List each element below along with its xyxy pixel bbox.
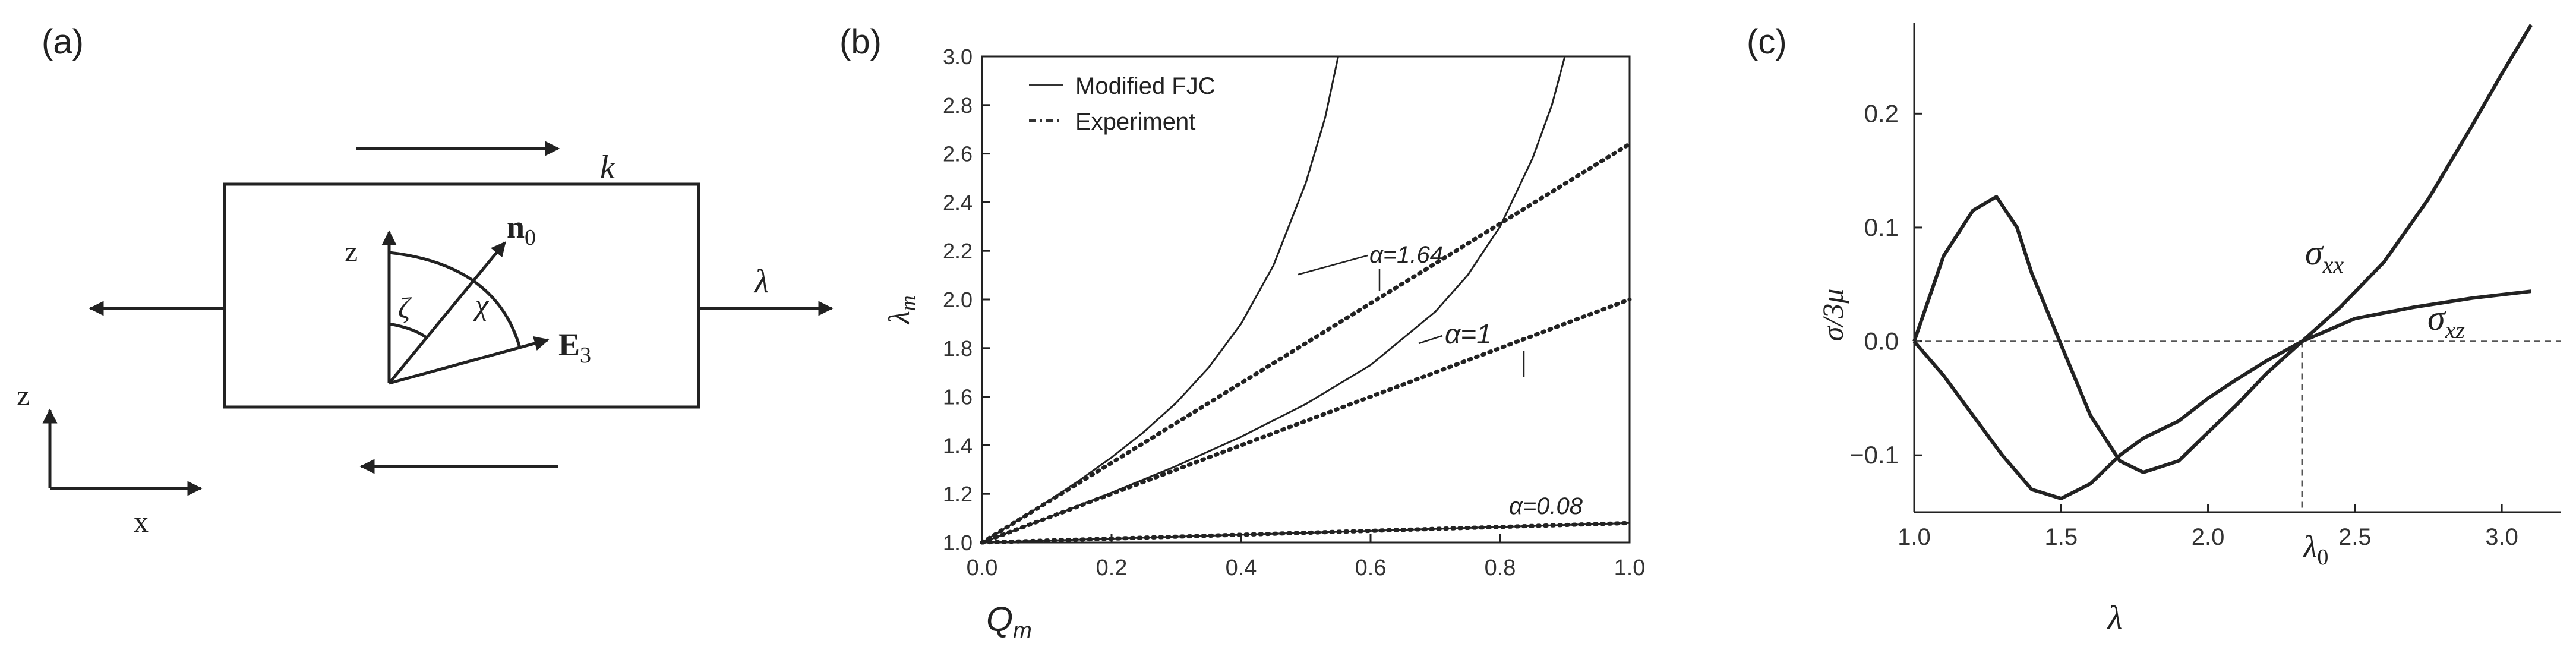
series-line-0 [981, 56, 1339, 544]
plot-b-xlabel: Qm [986, 600, 1032, 643]
lambda0-label: λ0 [2302, 529, 2328, 570]
series-line-xz [1912, 195, 2531, 474]
y-tick-label: 2.4 [943, 190, 973, 214]
series-line-1 [981, 56, 1566, 544]
annotation-pointer-1-64a [1298, 254, 1368, 276]
y-tick-label: 1.4 [943, 433, 973, 458]
k-label: k [600, 149, 615, 186]
series-line-3 [980, 141, 1632, 545]
annotation-alpha-0-08: α=0.08 [1509, 493, 1583, 519]
x-tick-label: 1.5 [2044, 524, 2078, 550]
x-tick-label: 2.5 [2338, 524, 2372, 550]
y-tick-label: 1.8 [943, 336, 973, 361]
x-tick-label: 3.0 [2485, 524, 2518, 550]
legend-item-modified-fjc: Modified FJC [1075, 73, 1216, 99]
x-tick-label: 0.4 [1226, 556, 1257, 581]
global-x-label: x [134, 505, 149, 538]
x-tick-label: 0.2 [1096, 556, 1128, 581]
E3-vector [389, 336, 550, 385]
zeta-arc [389, 322, 429, 340]
y-tick-label: 2.0 [943, 288, 973, 312]
n0-vector [388, 241, 506, 384]
panel-a-label: (a) [42, 23, 84, 61]
y-tick-label: 3.0 [943, 45, 973, 69]
y-tick-label: 0.0 [1864, 327, 1899, 355]
y-tick-label: 1.0 [943, 531, 973, 555]
y-tick-label: 0.1 [1864, 213, 1899, 241]
x-tick-label: 1.0 [1898, 524, 1931, 550]
plot-b-ylabel: λm [882, 295, 920, 325]
panel-a: (a) k λ z n0 E3 ζ χ z x [17, 23, 834, 538]
plot-c-guides [1914, 340, 2561, 512]
plot-b-series [980, 56, 1632, 545]
y-tick-label: 1.2 [943, 482, 973, 506]
y-tick-label: 2.2 [943, 239, 973, 263]
E3-label: E3 [558, 327, 591, 368]
chi-label: χ [473, 288, 490, 321]
panel-b: (b) 0.0 0.2 0.4 0.6 0.8 1.0 1.0 1.2 1.4 1.6 1.8 2.0… [839, 23, 1645, 643]
plot-c-xlabel: λ [2107, 600, 2122, 636]
plot-c-ylabel: σ/3μ [1816, 289, 1849, 342]
n0-label: n0 [507, 209, 536, 250]
plot-c-series [1912, 24, 2533, 500]
x-tick-label: 1.0 [1614, 556, 1646, 581]
plot-b-legend: Modified FJC Experiment [1029, 73, 1216, 135]
panel-b-label: (b) [839, 23, 882, 61]
legend-item-experiment: Experiment [1075, 109, 1195, 135]
x-tick-label: 0.0 [967, 556, 998, 581]
x-tick-label: 0.6 [1355, 556, 1387, 581]
annotation-alpha-1: α=1 [1445, 318, 1492, 349]
zeta-label: ζ [398, 291, 412, 324]
y-tick-label: 2.8 [943, 93, 973, 118]
annotation-alpha-1-64: α=1.64 [1369, 242, 1443, 268]
specimen-box [223, 182, 700, 409]
panel-c-label: (c) [1747, 23, 1787, 61]
x-tick-label: 0.8 [1485, 556, 1516, 581]
y-tick-label: 2.6 [943, 142, 973, 166]
plot-b-ticks: 0.0 0.2 0.4 0.6 0.8 1.0 1.0 1.2 1.4 1.6 1.8 2.0 2.2 2… [943, 45, 1645, 581]
y-tick-label: 0.2 [1864, 99, 1899, 127]
global-z-label: z [17, 378, 30, 412]
y-tick-label: −0.1 [1849, 441, 1899, 469]
x-tick-label: 2.0 [2192, 524, 2225, 550]
series-label-sigma-xx: σxx [2305, 233, 2344, 278]
series-line-xx [1912, 24, 2533, 500]
plot-c-ticks: 1.0 1.5 2.0 2.5 3.0 0.2 0.1 0.0 −0.1 [1849, 99, 2518, 550]
chi-arc [389, 251, 522, 348]
annotation-pointer-1a [1418, 335, 1443, 345]
series-label-sigma-xz: σxz [2427, 298, 2465, 343]
inner-z-label: z [345, 235, 358, 268]
panel-c: (c) 1.0 1.5 2.0 2.5 3.00.20.10.0−0.1 σ/3μ λ … [1747, 23, 2561, 636]
lambda-label: λ [753, 263, 769, 300]
series-line-4 [980, 297, 1632, 545]
series-line-5 [980, 520, 1632, 545]
y-tick-label: 1.6 [943, 385, 973, 409]
